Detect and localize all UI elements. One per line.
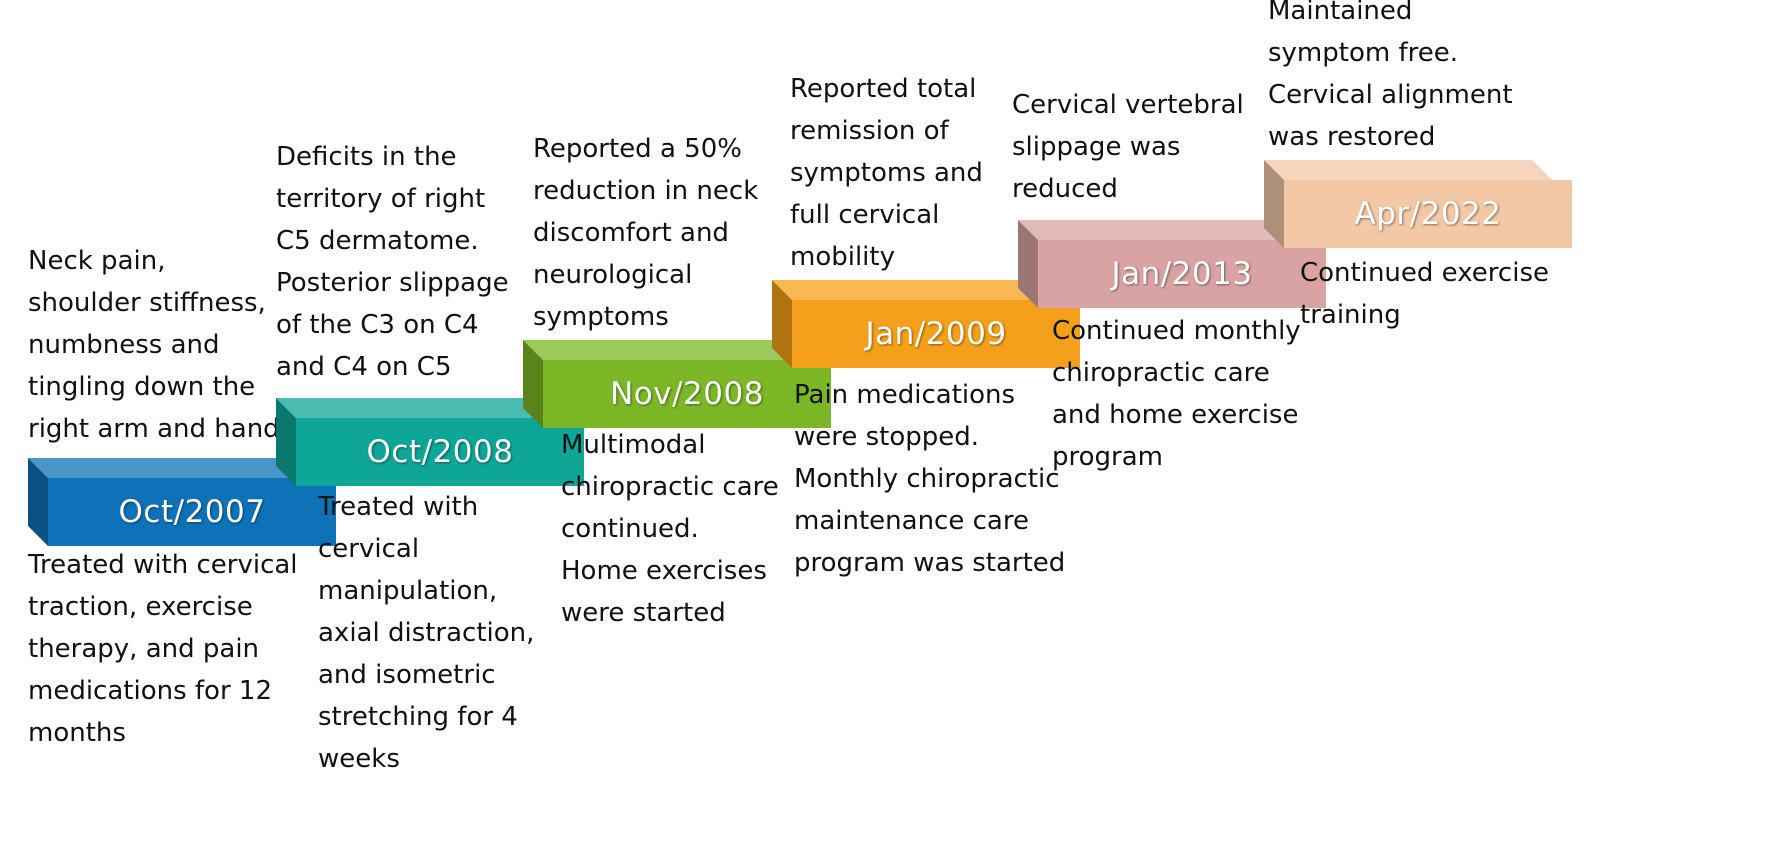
step-side-face [772, 280, 792, 368]
finding-line: remission of [790, 116, 949, 146]
finding-line: Cervical alignment [1268, 80, 1513, 110]
finding-line: reduced [1012, 174, 1118, 204]
treatment-line: Continued exercise [1300, 258, 1549, 288]
finding-line: Reported total [790, 74, 977, 104]
finding-line: tingling down the [28, 372, 256, 402]
step-front-face: Jan/2009 [792, 300, 1080, 368]
treatment-line: and isometric [318, 660, 496, 690]
finding-line: neurological [533, 260, 693, 290]
step-top-face [772, 280, 1060, 300]
date-label: Oct/2007 [118, 494, 266, 530]
treatment-text: Treated with cervical traction, exercise t… [28, 544, 298, 754]
step-top-face [1264, 160, 1552, 180]
date-label: Oct/2008 [366, 434, 514, 470]
finding-line: Reported a 50% [533, 134, 742, 164]
treatment-line: program [1052, 442, 1163, 472]
treatment-line: and home exercise [1052, 400, 1299, 430]
treatment-line: weeks [318, 744, 400, 774]
treatment-line: months [28, 718, 126, 748]
treatment-line: maintenance care [794, 506, 1029, 536]
finding-text: Maintained symptom free. Cervical alignmen… [1268, 0, 1513, 158]
step-front-face: Jan/2013 [1038, 240, 1326, 308]
timeline-step: Apr/2022 [1264, 160, 1572, 248]
timeline-step: Nov/2008 [523, 340, 831, 428]
treatment-line: therapy, and pain [28, 634, 260, 664]
date-label: Nov/2008 [610, 376, 764, 412]
finding-line: Neck pain, [28, 246, 166, 276]
finding-text: Cervical vertebral slippage was reduced [1012, 84, 1244, 210]
finding-text: Neck pain, shoulder stiffness, numbness an… [28, 240, 280, 450]
treatment-line: Pain medications [794, 380, 1016, 410]
finding-line: territory of right [276, 184, 486, 214]
treatment-line: were started [561, 598, 726, 628]
finding-line: mobility [790, 242, 895, 272]
date-label: Jan/2009 [865, 316, 1007, 352]
step-top-face [276, 398, 564, 418]
treatment-line: axial distraction, [318, 618, 535, 648]
step-side-face [276, 398, 296, 486]
finding-line: slippage was [1012, 132, 1181, 162]
treatment-line: chiropractic care [561, 472, 779, 502]
finding-line: discomfort and [533, 218, 729, 248]
treatment-text: Continued exercise training [1300, 252, 1549, 336]
treatment-line: program was started [794, 548, 1066, 578]
treatment-line: cervical [318, 534, 420, 564]
finding-line: was restored [1268, 122, 1436, 152]
treatment-line: manipulation, [318, 576, 498, 606]
treatment-line: traction, exercise [28, 592, 253, 622]
treatment-line: medications for 12 [28, 676, 272, 706]
finding-text: Reported a 50% reduction in neck discomfor… [533, 128, 758, 338]
finding-line: shoulder stiffness, [28, 288, 266, 318]
treatment-line: Treated with [318, 492, 479, 522]
treatment-line: Multimodal [561, 430, 706, 460]
step-top-face [523, 340, 811, 360]
finding-line: full cervical [790, 200, 940, 230]
step-front-face: Nov/2008 [543, 360, 831, 428]
treatment-text: Pain medications were stopped. Monthly chi… [794, 374, 1065, 584]
treatment-line: training [1300, 300, 1401, 330]
timeline-step: Oct/2007 [28, 458, 336, 546]
treatment-text: Continued monthly chiropractic care and ho… [1052, 310, 1301, 478]
finding-text: Deficits in the territory of right C5 derm… [276, 136, 509, 388]
finding-line: numbness and [28, 330, 220, 360]
treatment-line: chiropractic care [1052, 358, 1270, 388]
finding-line: reduction in neck [533, 176, 759, 206]
treatment-text: Multimodal chiropractic care continued. Hom… [561, 424, 779, 634]
finding-line: Deficits in the [276, 142, 457, 172]
finding-line: right arm and hand [28, 414, 280, 444]
step-side-face [28, 458, 48, 546]
date-label: Jan/2013 [1111, 256, 1253, 292]
finding-line: of the C3 on C4 [276, 310, 479, 340]
treatment-line: Treated with cervical [28, 550, 298, 580]
step-side-face [1018, 220, 1038, 308]
treatment-line: were stopped. [794, 422, 980, 452]
step-front-face: Oct/2008 [296, 418, 584, 486]
finding-line: Posterior slippage [276, 268, 509, 298]
step-side-face [1264, 160, 1284, 248]
treatment-line: Home exercises [561, 556, 767, 586]
finding-text: Reported total remission of symptoms and fu… [790, 68, 983, 278]
finding-line: C5 dermatome. [276, 226, 479, 256]
step-top-face [1018, 220, 1306, 240]
finding-line: Maintained [1268, 0, 1413, 26]
step-front-face: Oct/2007 [48, 478, 336, 546]
finding-line: symptoms and [790, 158, 983, 188]
timeline-step: Jan/2009 [772, 280, 1080, 368]
date-label: Apr/2022 [1354, 196, 1502, 232]
step-front-face: Apr/2022 [1284, 180, 1572, 248]
finding-line: symptoms [533, 302, 669, 332]
treatment-text: Treated with cervical manipulation, axial d… [318, 486, 534, 780]
treatment-line: Monthly chiropractic [794, 464, 1060, 494]
finding-line: and C4 on C5 [276, 352, 452, 382]
timeline-step: Jan/2013 [1018, 220, 1326, 308]
treatment-line: stretching for 4 [318, 702, 518, 732]
finding-line: Cervical vertebral [1012, 90, 1244, 120]
finding-line: symptom free. [1268, 38, 1458, 68]
timeline-step: Oct/2008 [276, 398, 584, 486]
treatment-line: continued. [561, 514, 699, 544]
treatment-line: Continued monthly [1052, 316, 1301, 346]
step-side-face [523, 340, 543, 428]
step-top-face [28, 458, 316, 478]
